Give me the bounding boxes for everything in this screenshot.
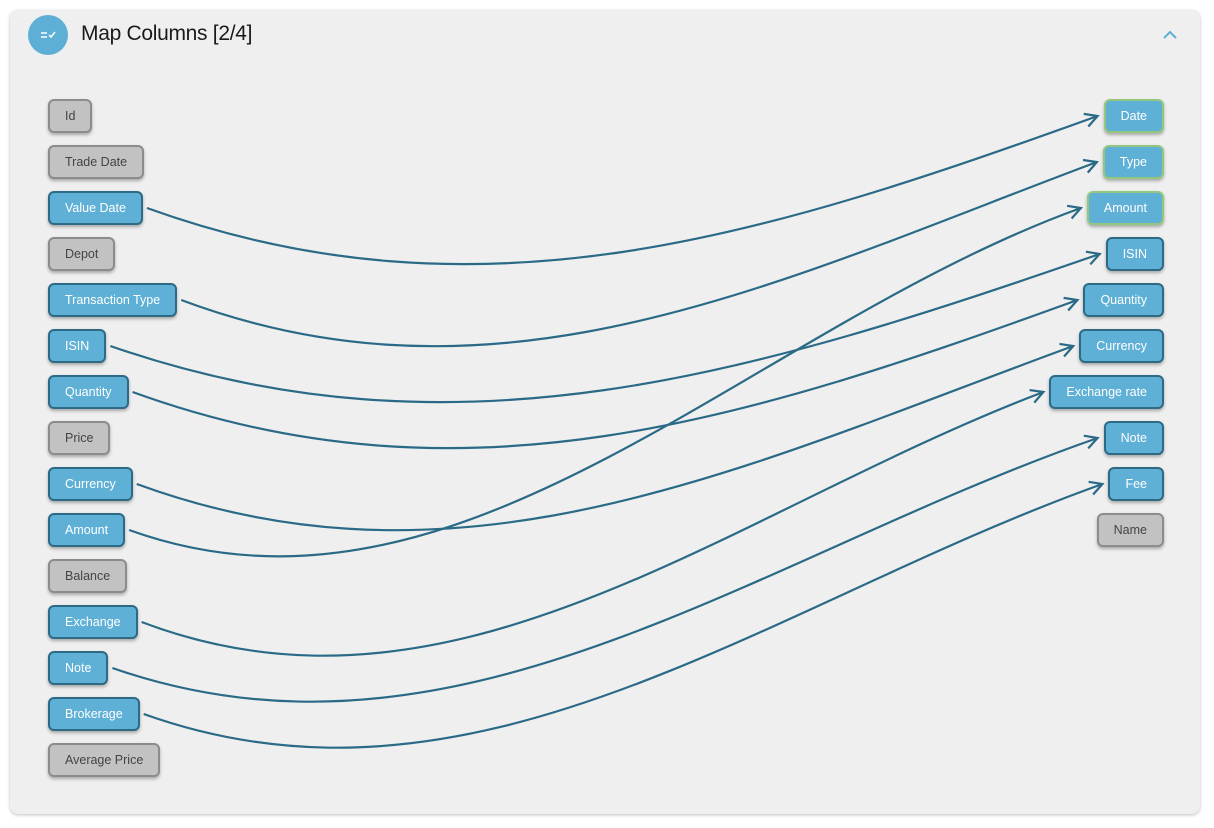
collapse-button[interactable] [1162,28,1178,42]
source-column[interactable]: Price [48,421,111,455]
target-column[interactable]: Type [1102,145,1164,179]
step-icon [28,15,68,55]
source-column[interactable]: Id [48,99,93,133]
target-column[interactable]: Amount [1086,191,1164,225]
source-column[interactable]: Quantity [48,375,129,409]
source-column[interactable]: Brokerage [48,697,140,731]
target-column[interactable]: Note [1103,421,1164,455]
source-column[interactable]: Exchange [48,605,138,639]
mapping-panel [10,10,1200,814]
source-column[interactable]: Average Price [48,743,161,777]
source-column[interactable]: Note [48,651,109,685]
source-column[interactable]: Transaction Type [48,283,178,317]
panel-title: Map Columns [2/4] [81,22,253,45]
target-column[interactable]: Fee [1108,467,1164,501]
source-column[interactable]: Trade Date [48,145,145,179]
source-column[interactable]: Amount [48,513,126,547]
target-column[interactable]: Date [1103,99,1164,133]
source-column[interactable]: Depot [48,237,116,271]
target-column[interactable]: ISIN [1105,237,1164,271]
target-column[interactable]: Name [1096,513,1164,547]
source-column[interactable]: ISIN [48,329,107,363]
target-column[interactable]: Exchange rate [1049,375,1164,409]
target-column[interactable]: Quantity [1083,283,1164,317]
target-column[interactable]: Currency [1079,329,1164,363]
source-column[interactable]: Currency [48,467,133,501]
source-column[interactable]: Balance [48,559,128,593]
source-column[interactable]: Value Date [48,191,143,225]
